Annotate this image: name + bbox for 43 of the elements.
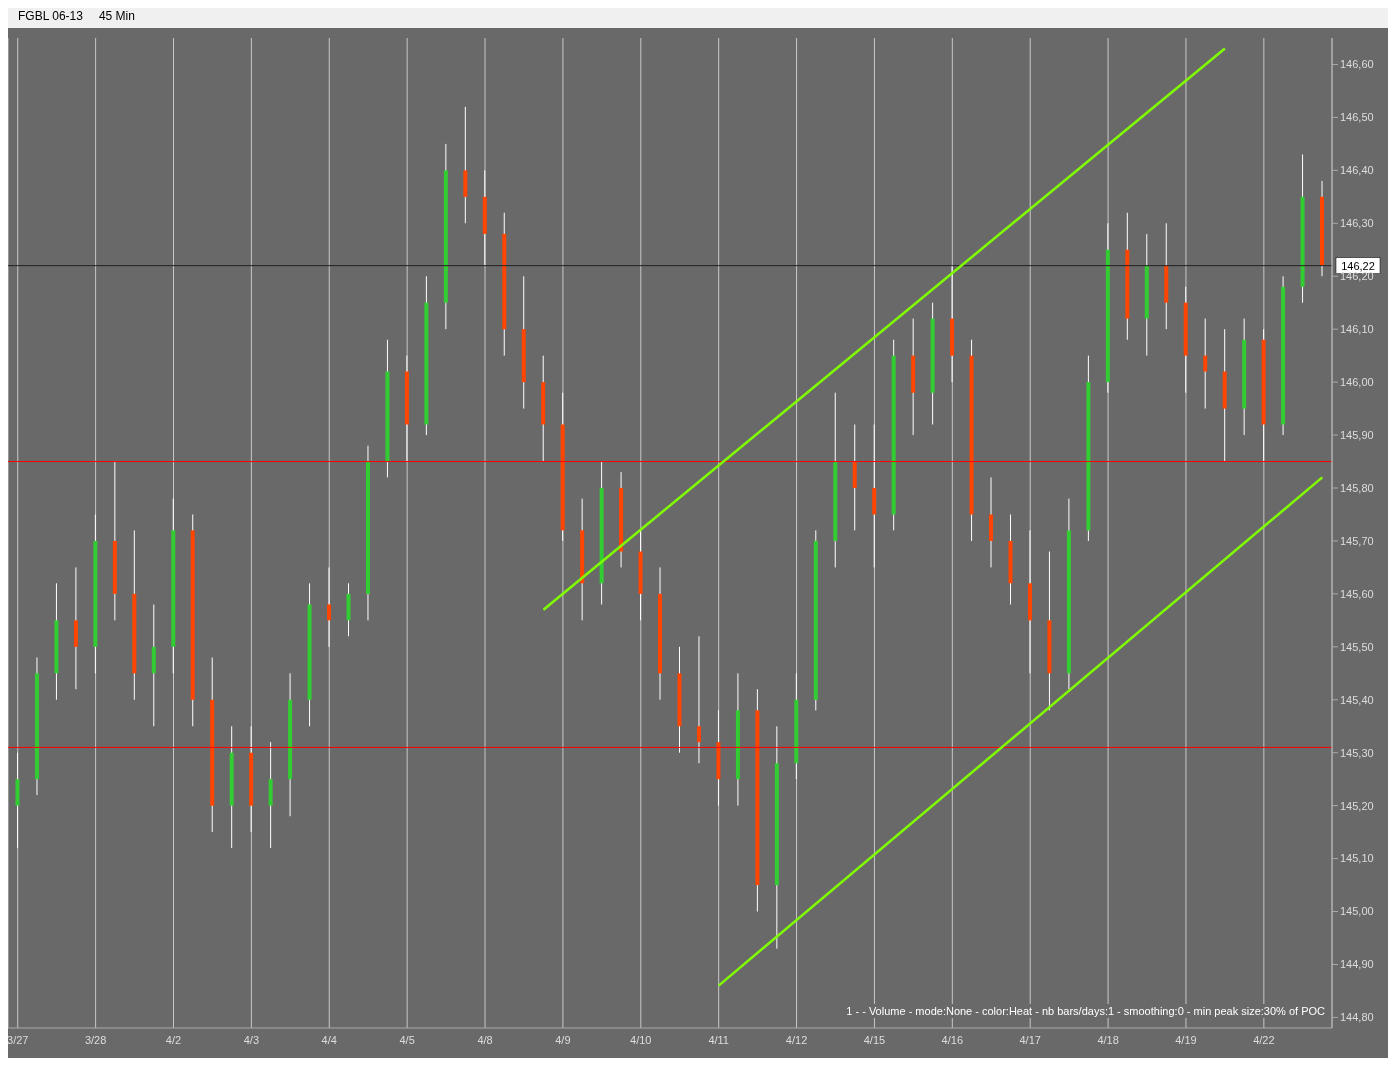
x-tick-label: 4/12: [785, 1033, 808, 1046]
y-tick-label: 146,60: [1340, 58, 1374, 71]
y-tick-label: 145,50: [1340, 640, 1374, 653]
y-tick-label: 145,90: [1340, 428, 1374, 441]
y-tick-label: 146,10: [1340, 323, 1374, 336]
x-tick-label: 4/22: [1253, 1033, 1275, 1046]
candlestick: [327, 566, 332, 648]
x-tick-label: 4/9: [555, 1033, 571, 1046]
y-tick-label: 145,20: [1340, 799, 1374, 812]
x-tick-label: 4/5: [399, 1033, 415, 1046]
y-tick-label: 145,00: [1340, 905, 1374, 918]
y-tick-label: 145,80: [1340, 481, 1374, 494]
x-tick-label: 4/4: [321, 1033, 337, 1046]
x-tick-label: 3/27: [7, 1033, 29, 1046]
y-tick-label: 144,90: [1340, 958, 1374, 971]
y-tick-label: 144,80: [1340, 1011, 1374, 1024]
x-tick-label: 4/18: [1097, 1033, 1119, 1046]
y-tick-label: 146,20: [1340, 270, 1374, 283]
y-tick-label: 146,50: [1340, 111, 1374, 124]
y-tick-label: 146,00: [1340, 376, 1374, 389]
annotation: 1 - - Volume - mode:None - color:Heat - nb bars/days:1 - smoothing:0 - min peak size:30% of POC: [843, 1004, 1328, 1018]
y-tick-label: 146,40: [1340, 164, 1374, 177]
y-tick-label: 145,40: [1340, 693, 1374, 706]
x-tick-label: 4/8: [477, 1033, 493, 1046]
y-tick-label: 146,30: [1340, 217, 1374, 230]
y-tick-label: 145,70: [1340, 534, 1374, 547]
candlestick: [696, 635, 701, 764]
x-tick-label: 3/28: [84, 1033, 107, 1046]
y-tick-label: 145,10: [1340, 852, 1374, 865]
x-tick-label: 4/3: [243, 1033, 260, 1046]
chart-title: FGBL 06-13: [18, 9, 83, 25]
candlestick: [1203, 318, 1208, 410]
x-tick-label: 4/10: [630, 1033, 652, 1046]
x-tick-label: 4/2: [165, 1033, 182, 1046]
x-tick-label: 4/11: [708, 1033, 729, 1046]
x-tick-label: 4/19: [1175, 1033, 1197, 1046]
chart-subtitle: 45 Min: [98, 9, 135, 25]
y-tick-label: 145,30: [1340, 746, 1374, 759]
ref-line-label: 146,22: [1341, 259, 1375, 272]
x-tick-label: 4/16: [941, 1033, 964, 1046]
x-tick-label: 4/17: [1019, 1033, 1041, 1046]
y-tick-label: 145,60: [1340, 587, 1374, 600]
x-tick-label: 4/15: [863, 1033, 886, 1046]
